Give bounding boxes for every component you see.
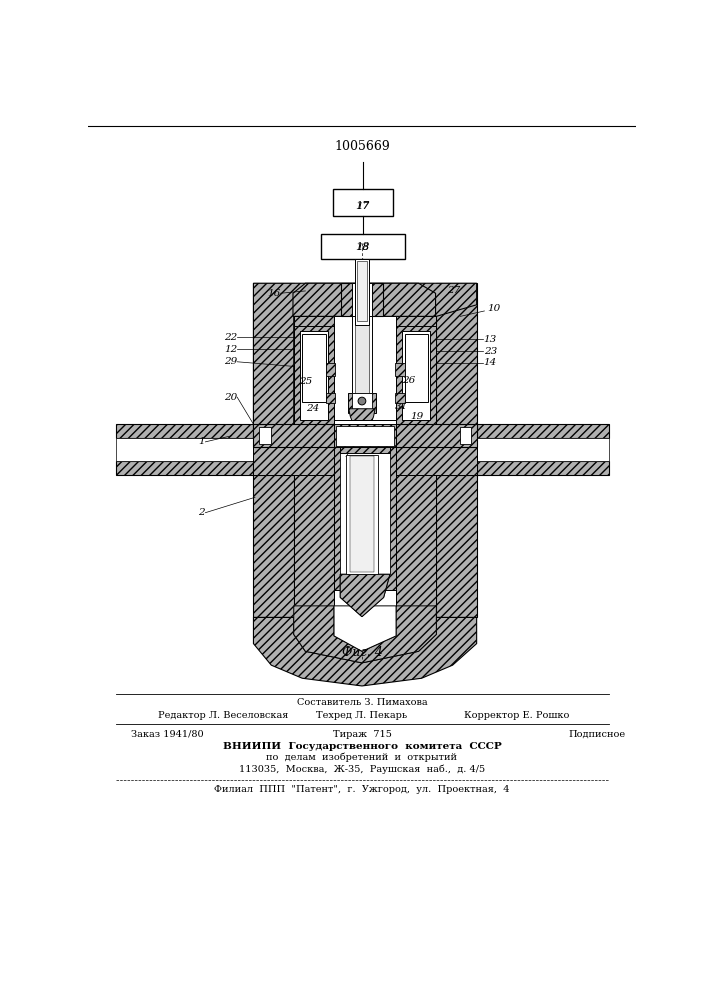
- Polygon shape: [352, 316, 372, 393]
- Polygon shape: [332, 189, 393, 216]
- Text: 16: 16: [267, 289, 281, 298]
- Polygon shape: [300, 331, 328, 420]
- Text: 17: 17: [356, 201, 370, 211]
- Text: 113035,  Москва,  Ж-35,  Раушская  наб.,  д. 4/5: 113035, Москва, Ж-35, Раушская наб., д. …: [239, 764, 485, 774]
- Polygon shape: [460, 427, 472, 444]
- Polygon shape: [253, 475, 293, 617]
- Polygon shape: [334, 316, 396, 426]
- Polygon shape: [477, 424, 609, 438]
- Text: 29: 29: [224, 357, 237, 366]
- Polygon shape: [325, 393, 335, 403]
- Polygon shape: [395, 363, 404, 376]
- Polygon shape: [253, 438, 334, 475]
- Text: ВНИИПИ  Государственного  комитета  СССР: ВНИИПИ Государственного комитета СССР: [223, 742, 501, 751]
- Polygon shape: [340, 447, 390, 453]
- Polygon shape: [293, 475, 334, 606]
- Text: 27: 27: [448, 286, 460, 295]
- Polygon shape: [396, 438, 477, 475]
- Polygon shape: [321, 234, 404, 259]
- Polygon shape: [340, 574, 390, 617]
- Polygon shape: [436, 475, 477, 617]
- Polygon shape: [395, 393, 404, 403]
- Text: Фиг. 4: Фиг. 4: [341, 646, 382, 659]
- Text: 24: 24: [307, 404, 320, 413]
- Polygon shape: [404, 334, 428, 402]
- Polygon shape: [325, 363, 335, 376]
- Polygon shape: [346, 455, 378, 574]
- Text: 20: 20: [224, 393, 237, 402]
- Text: 7: 7: [344, 450, 351, 459]
- Polygon shape: [334, 606, 396, 651]
- Polygon shape: [259, 427, 271, 444]
- Text: 22: 22: [224, 333, 237, 342]
- Polygon shape: [334, 475, 396, 606]
- Polygon shape: [115, 424, 253, 438]
- Polygon shape: [334, 420, 396, 447]
- Text: 2: 2: [198, 508, 204, 517]
- Polygon shape: [293, 326, 334, 426]
- Polygon shape: [348, 393, 376, 413]
- Text: 1005669: 1005669: [334, 140, 390, 153]
- Text: 25: 25: [299, 377, 312, 386]
- Polygon shape: [402, 331, 430, 420]
- Polygon shape: [253, 424, 477, 447]
- Polygon shape: [253, 617, 477, 686]
- Text: 18: 18: [356, 242, 370, 252]
- Text: 14: 14: [484, 358, 497, 367]
- Polygon shape: [355, 259, 369, 325]
- Text: 17: 17: [356, 202, 369, 211]
- Polygon shape: [477, 438, 609, 461]
- Polygon shape: [334, 447, 396, 590]
- Text: 31: 31: [395, 402, 408, 411]
- Polygon shape: [436, 283, 477, 426]
- Polygon shape: [396, 326, 436, 426]
- Polygon shape: [115, 461, 253, 475]
- Text: Редактор Л. Веселовская: Редактор Л. Веселовская: [158, 711, 288, 720]
- Polygon shape: [293, 606, 436, 663]
- Polygon shape: [340, 574, 390, 617]
- Text: Тираж  715: Тираж 715: [332, 730, 392, 739]
- Text: Техред Л. Пекарь: Техред Л. Пекарь: [317, 711, 407, 720]
- Polygon shape: [349, 409, 375, 428]
- Text: 13: 13: [484, 335, 497, 344]
- Polygon shape: [357, 261, 367, 321]
- Polygon shape: [334, 424, 396, 447]
- Polygon shape: [352, 283, 372, 316]
- Text: 10: 10: [488, 304, 501, 313]
- Polygon shape: [396, 316, 436, 426]
- Text: 12: 12: [224, 345, 237, 354]
- Polygon shape: [351, 456, 373, 572]
- Text: 18: 18: [356, 243, 369, 252]
- Text: Заказ 1941/80: Заказ 1941/80: [131, 730, 204, 739]
- Polygon shape: [253, 283, 293, 426]
- Polygon shape: [396, 475, 436, 606]
- Polygon shape: [355, 319, 369, 393]
- Text: 26: 26: [402, 376, 415, 385]
- Polygon shape: [337, 426, 394, 446]
- Text: Составитель З. Пимахова: Составитель З. Пимахова: [297, 698, 427, 707]
- Polygon shape: [253, 283, 477, 426]
- Text: по  делам  изобретений  и  открытий: по делам изобретений и открытий: [267, 753, 457, 762]
- Text: 19: 19: [410, 412, 423, 421]
- Text: Подписное: Подписное: [569, 730, 626, 739]
- Text: Корректор Е. Рошко: Корректор Е. Рошко: [464, 711, 569, 720]
- Circle shape: [358, 397, 366, 405]
- Polygon shape: [303, 334, 325, 402]
- Polygon shape: [115, 438, 253, 461]
- Text: 23: 23: [484, 347, 497, 356]
- Text: 1: 1: [198, 437, 204, 446]
- Text: Филиал  ППП  "Патент",  г.  Ужгород,  ул.  Проектная,  4: Филиал ППП "Патент", г. Ужгород, ул. Про…: [214, 785, 510, 794]
- Polygon shape: [477, 461, 609, 475]
- Polygon shape: [341, 283, 383, 316]
- Polygon shape: [352, 393, 372, 409]
- Polygon shape: [340, 451, 390, 574]
- Polygon shape: [293, 283, 436, 316]
- Polygon shape: [293, 316, 334, 426]
